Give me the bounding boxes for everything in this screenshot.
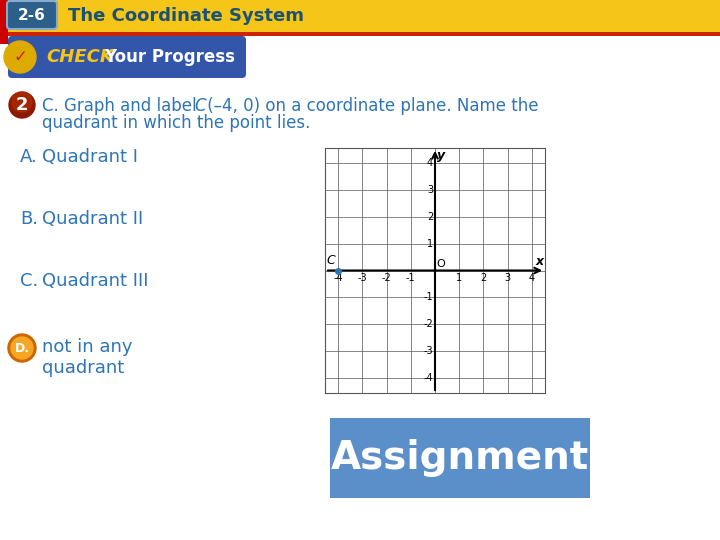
Text: Assignment: Assignment — [331, 439, 589, 477]
Circle shape — [11, 337, 33, 359]
Text: -3: -3 — [423, 346, 433, 356]
Text: C. Graph and label: C. Graph and label — [42, 97, 202, 115]
Text: quadrant in which the point lies.: quadrant in which the point lies. — [42, 114, 310, 132]
FancyBboxPatch shape — [0, 0, 8, 44]
Text: (–4, 0) on a coordinate plane. Name the: (–4, 0) on a coordinate plane. Name the — [202, 97, 539, 115]
Text: Quadrant III: Quadrant III — [42, 272, 148, 290]
Circle shape — [12, 92, 32, 112]
Circle shape — [4, 41, 36, 73]
FancyBboxPatch shape — [7, 1, 57, 29]
Text: Your Progress: Your Progress — [104, 48, 235, 66]
Text: C: C — [194, 97, 206, 115]
Text: 3: 3 — [505, 273, 510, 283]
Text: 1: 1 — [456, 273, 462, 283]
Text: The Coordinate System: The Coordinate System — [68, 7, 304, 25]
FancyBboxPatch shape — [330, 418, 590, 498]
Text: B.: B. — [20, 210, 38, 228]
Text: 1: 1 — [427, 239, 433, 248]
Text: y: y — [437, 150, 445, 163]
Text: 2: 2 — [427, 212, 433, 221]
Text: C.: C. — [20, 272, 38, 290]
Text: ✓: ✓ — [13, 48, 27, 66]
Text: 2: 2 — [16, 96, 28, 114]
FancyBboxPatch shape — [0, 32, 720, 36]
Text: -2: -2 — [423, 319, 433, 329]
FancyBboxPatch shape — [0, 0, 720, 32]
Text: Quadrant I: Quadrant I — [42, 148, 138, 166]
Text: -3: -3 — [358, 273, 367, 283]
Text: -1: -1 — [423, 293, 433, 302]
Text: D.: D. — [14, 341, 30, 354]
Circle shape — [8, 334, 36, 362]
FancyBboxPatch shape — [8, 36, 246, 78]
Text: 2: 2 — [480, 273, 487, 283]
Text: 4: 4 — [427, 158, 433, 168]
Text: Quadrant II: Quadrant II — [42, 210, 143, 228]
Text: O: O — [436, 259, 445, 269]
Text: -4: -4 — [333, 273, 343, 283]
Text: -1: -1 — [406, 273, 415, 283]
Circle shape — [9, 92, 35, 118]
Text: -4: -4 — [423, 373, 433, 383]
Text: C: C — [327, 254, 336, 267]
Text: x: x — [536, 255, 544, 268]
Text: not in any
quadrant: not in any quadrant — [42, 338, 132, 377]
Text: 2-6: 2-6 — [18, 9, 46, 24]
Text: CHECK: CHECK — [46, 48, 114, 66]
Text: -2: -2 — [382, 273, 392, 283]
Text: 4: 4 — [528, 273, 535, 283]
Text: 3: 3 — [427, 185, 433, 195]
Text: A.: A. — [20, 148, 37, 166]
